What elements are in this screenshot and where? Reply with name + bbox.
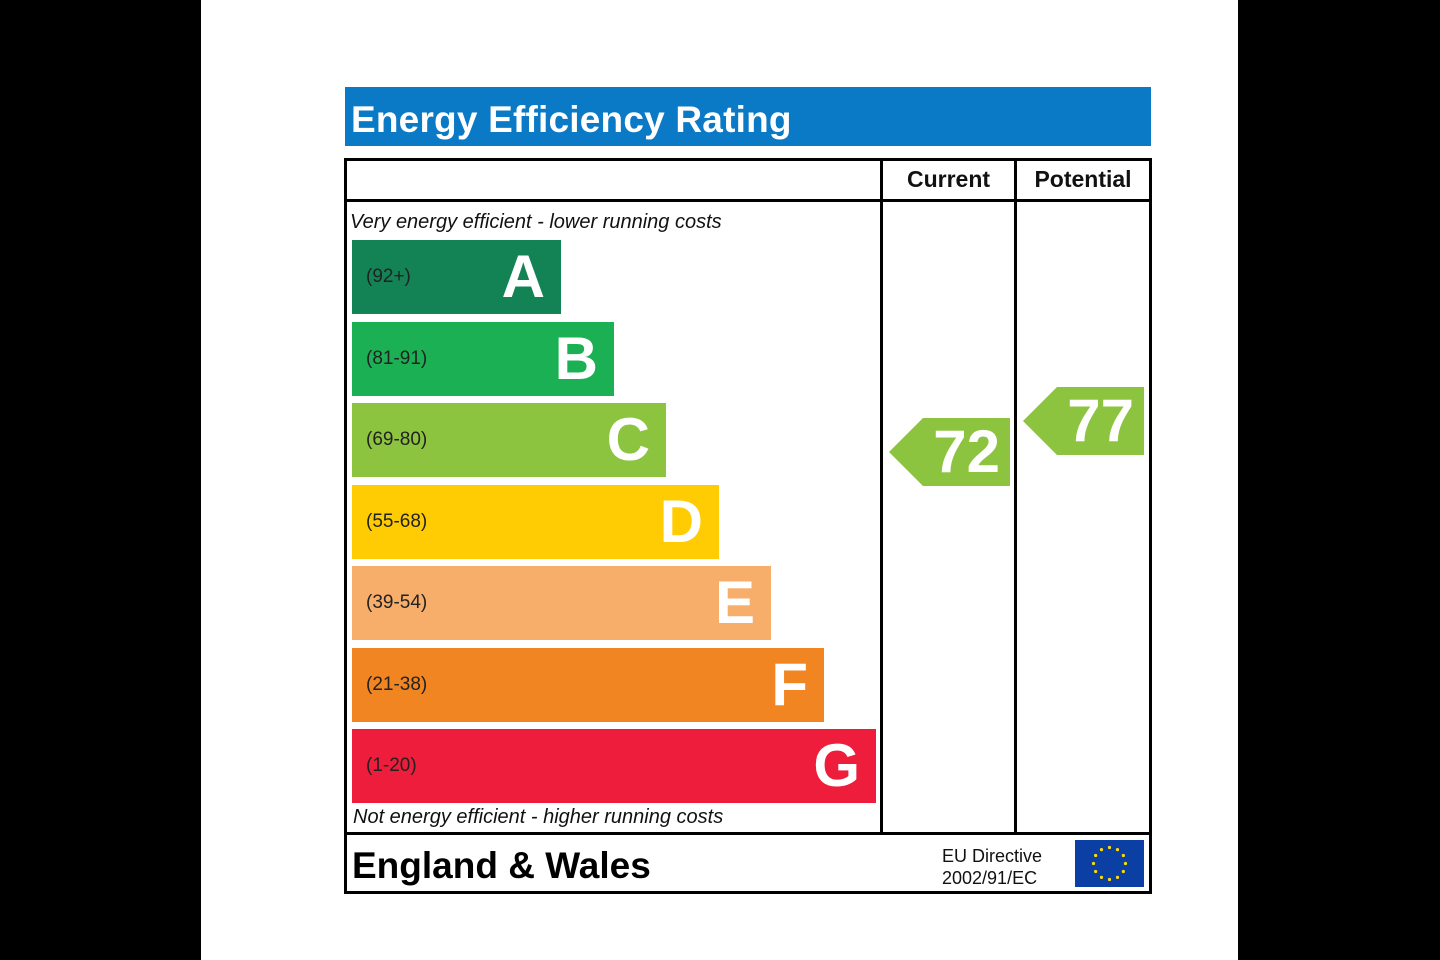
- band-range-label: (1-20): [366, 755, 417, 776]
- band-range-label: (92+): [366, 266, 411, 287]
- potential-column-divider: [1014, 158, 1017, 835]
- eu-star: [1115, 848, 1120, 852]
- current-column-divider: [880, 158, 883, 835]
- band-f: (21-38) F: [352, 648, 824, 722]
- band-a: (92+) A: [352, 240, 561, 314]
- band-g: (1-20) G: [352, 729, 876, 803]
- rating-table-frame: [344, 158, 1152, 894]
- directive-line-1: EU Directive: [942, 846, 1043, 866]
- potential-column-header: Potential: [1034, 166, 1132, 192]
- band-letter: A: [501, 243, 545, 310]
- band-range-label: (81-91): [366, 348, 428, 369]
- band-range-label: (39-54): [366, 592, 428, 613]
- eu-star: [1094, 869, 1098, 874]
- band-letter: D: [659, 488, 703, 555]
- chart-title: Energy Efficiency Rating: [351, 99, 792, 140]
- eu-star: [1121, 869, 1125, 874]
- current-rating-value: 72: [933, 418, 1000, 485]
- current-arrow-fill: [889, 418, 1010, 486]
- title-bar: Energy Efficiency Rating: [345, 87, 1151, 146]
- potential-rating-value: 77: [1067, 387, 1134, 454]
- potential-arrow-shape: [1023, 387, 1144, 455]
- directive-line-2: 2002/91/EC: [942, 868, 1038, 888]
- eu-star: [1107, 877, 1112, 882]
- current-arrow-shape: [889, 418, 1010, 486]
- band-letter: G: [813, 732, 860, 799]
- eu-star: [1121, 853, 1125, 858]
- band-letter: F: [771, 651, 808, 718]
- band-letter: E: [714, 569, 755, 636]
- band-letter: B: [554, 325, 598, 392]
- eu-star: [1099, 875, 1104, 879]
- header-divider: [344, 199, 1152, 202]
- eu-star: [1091, 861, 1096, 866]
- eu-stars-icon: [1091, 845, 1128, 882]
- eu-star: [1123, 861, 1128, 866]
- band-range-label: (55-68): [366, 511, 428, 532]
- eu-star: [1115, 875, 1120, 879]
- region-label: England & Wales: [352, 845, 651, 886]
- eu-star: [1094, 853, 1098, 858]
- bottom-caption: Not energy efficient - higher running co…: [353, 806, 724, 828]
- current-column-header: Current: [906, 166, 991, 192]
- footer-divider: [344, 832, 1152, 835]
- top-caption: Very energy efficient - lower running co…: [350, 211, 722, 233]
- band-d: (55-68) D: [352, 485, 719, 559]
- potential-arrow-fill: [1023, 387, 1144, 455]
- eu-star: [1107, 845, 1112, 850]
- band-c: (69-80) C: [352, 403, 666, 477]
- band-e: (39-54) E: [352, 566, 771, 640]
- eu-flag-icon: [1075, 840, 1144, 887]
- current-rating-arrow: 72: [889, 418, 1010, 486]
- band-range-label: (21-38): [366, 674, 428, 695]
- eu-directive: EU Directive 2002/91/EC: [942, 845, 1042, 889]
- potential-rating-arrow: 77: [1023, 387, 1144, 455]
- band-range-label: (69-80): [366, 429, 428, 450]
- band-b: (81-91) B: [352, 322, 614, 396]
- band-letter: C: [606, 406, 650, 473]
- eu-star: [1099, 848, 1104, 852]
